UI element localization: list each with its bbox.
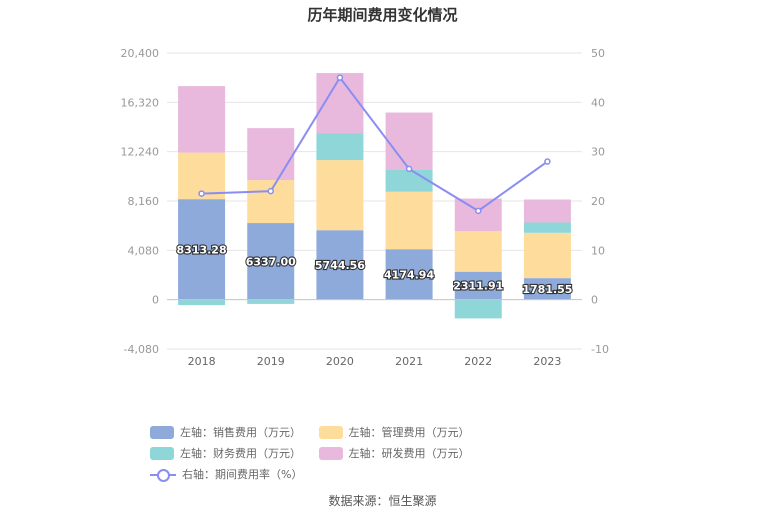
bar-2-2022 — [454, 299, 502, 319]
expense-rate-point-2022 — [475, 207, 482, 215]
bar-3-2019 — [247, 128, 295, 181]
legend-label-rnd: 左轴：研发费用（万元） — [348, 447, 470, 460]
bar-3-2021 — [385, 112, 433, 170]
bar-0-2023 — [523, 278, 571, 300]
grid-lines — [167, 52, 582, 350]
expense-rate-point-2021 — [405, 165, 413, 173]
bar-2-2019 — [247, 299, 295, 304]
left-tick-label: 0 — [152, 294, 159, 307]
bar-2-2023 — [523, 222, 571, 233]
data-label: 4174.94 — [384, 268, 434, 281]
legend-swatch-finance — [150, 446, 174, 460]
x-tick-label: 2019 — [257, 355, 285, 368]
data-label: 8313.28 — [177, 243, 227, 256]
expense-rate-point-2023 — [544, 158, 551, 165]
bar-2-2018 — [178, 299, 226, 306]
bar-3-2022 — [454, 198, 502, 232]
chart-title: 历年期间费用变化情况 — [307, 6, 458, 24]
bar-series — [178, 73, 571, 319]
data-label: 2311.91 — [453, 280, 503, 293]
left-tick-label: 12,240 — [121, 146, 160, 159]
left-tick-label: 20,400 — [121, 47, 160, 60]
bar-1-2022 — [454, 231, 502, 272]
bar-0-2020 — [316, 230, 364, 300]
right-tick-label: 10 — [591, 244, 605, 257]
legend-label-expense-rate: 右轴：期间费用率（%） — [182, 468, 303, 481]
legend-swatch-sales — [150, 425, 174, 439]
bar-0-2022 — [454, 271, 502, 300]
legend-swatch-rnd — [318, 446, 343, 460]
legend-item-finance[interactable]: 左轴：财务费用（万元） — [150, 446, 301, 460]
left-axis: -4,080 0 4,080 8,160 12,240 16,320 20,400 — [121, 47, 160, 356]
right-tick-label: -10 — [591, 343, 609, 356]
expense-rate-line — [201, 75, 548, 213]
data-source: 数据来源：恒生聚源 — [328, 494, 437, 508]
bar-0-2018 — [178, 199, 226, 300]
bar-2-2021 — [385, 169, 433, 192]
bar-2-2020 — [316, 133, 364, 161]
x-tick-label: 2021 — [395, 355, 423, 368]
bar-3-2023 — [523, 199, 571, 223]
right-axis: -10 0 10 20 30 40 50 — [591, 47, 609, 356]
bar-1-2021 — [385, 191, 433, 250]
expense-rate-point-2018 — [198, 190, 205, 197]
x-tick-label: 2022 — [464, 355, 492, 368]
x-tick-label: 2018 — [188, 355, 216, 368]
legend-swatch-admin — [318, 425, 343, 439]
data-label: 1781.55 — [522, 283, 572, 296]
legend-item-sales[interactable]: 左轴：销售费用（万元） — [150, 425, 301, 439]
line-series — [198, 74, 551, 215]
bar-1-2023 — [523, 232, 571, 279]
bar-0-2021 — [385, 249, 433, 300]
data-label: 6337.00 — [246, 255, 296, 268]
bar-1-2020 — [316, 160, 364, 231]
bar-1-2019 — [247, 180, 295, 224]
legend-label-finance: 左轴：财务费用（万元） — [180, 447, 301, 460]
right-tick-label: 30 — [591, 146, 605, 159]
legend-item-expense-rate[interactable]: 右轴：期间费用率（%） — [150, 467, 303, 482]
x-tick-label: 2020 — [326, 355, 354, 368]
right-tick-label: 40 — [591, 96, 605, 109]
legend-item-rnd[interactable]: 左轴：研发费用（万元） — [318, 446, 470, 460]
right-tick-label: 0 — [591, 294, 598, 307]
data-labels: 8313.28 6337.00 5744.56 4174.94 2311.91 1781.… — [175, 242, 573, 297]
legend-label-sales: 左轴：销售费用（万元） — [180, 426, 301, 439]
legend: 左轴：销售费用（万元） 左轴：管理费用（万元） 左轴：财务费用（万元） 左轴：研… — [150, 425, 630, 488]
legend-line-marker-icon — [150, 468, 176, 482]
right-tick-label: 50 — [591, 47, 605, 60]
x-tick-label: 2023 — [533, 355, 561, 368]
bar-3-2018 — [178, 86, 226, 153]
data-label: 5744.56 — [315, 259, 365, 272]
left-tick-label: 8,160 — [128, 195, 160, 208]
expense-rate-point-2020 — [336, 74, 344, 81]
bar-0-2019 — [247, 223, 295, 300]
legend-label-admin: 左轴：管理费用（万元） — [348, 426, 470, 439]
expense-rate-point-2019 — [267, 187, 274, 195]
x-axis: 2018 2019 2020 2021 2022 2023 — [167, 299, 582, 368]
left-tick-label: 16,320 — [121, 96, 160, 109]
right-tick-label: 20 — [591, 195, 605, 208]
legend-item-admin[interactable]: 左轴：管理费用（万元） — [318, 425, 470, 439]
left-tick-label: 4,080 — [128, 244, 160, 257]
left-tick-label: -4,080 — [124, 343, 159, 356]
